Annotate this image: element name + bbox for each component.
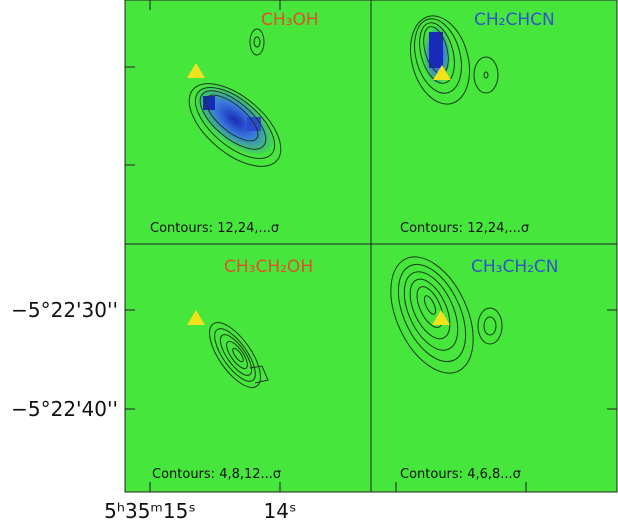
emission-map (410, 15, 499, 105)
x-tick-label: 14ˢ (264, 499, 297, 523)
molecule-label: CH₂CHCN (474, 10, 555, 30)
emission-map (187, 310, 269, 388)
axis-ticks (125, 0, 617, 492)
molecule-label: CH₃CH₂OH (224, 257, 313, 277)
contour-note: Contours: 12,24,...σ (400, 221, 529, 236)
y-tick-label: −5°22'30'' (11, 298, 118, 322)
contour-note: Contours: 12,24,...σ (150, 221, 279, 236)
molecule-label: CH₃CH₂CN (471, 257, 559, 277)
molecule-label: CH₃OH (261, 10, 319, 30)
panel (370, 243, 618, 493)
emission-map (187, 28, 282, 167)
contour-note: Contours: 4,8,12...σ (152, 467, 281, 482)
y-tick-label: −5°22'40'' (11, 397, 118, 421)
panel (370, 0, 618, 245)
emission-map (390, 256, 503, 374)
panel (124, 243, 372, 493)
x-tick-label: 5ʰ35ᵐ15ˢ (104, 499, 196, 523)
contour-note: Contours: 4,6,8...σ (400, 467, 521, 482)
